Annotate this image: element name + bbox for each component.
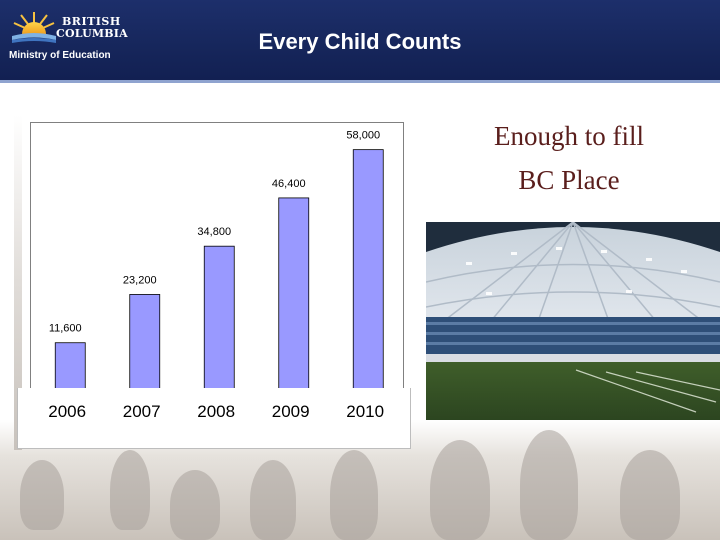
data-label-2007: 23,200	[123, 274, 157, 286]
background-person	[250, 460, 296, 540]
side-caption-line2: BC Place	[518, 165, 620, 195]
bar-2007	[129, 294, 161, 392]
bc-logo: BRITISH COLUMBIA Ministry of Education	[4, 4, 128, 76]
x-axis-labels: 2006 2007 2008 2009 2010	[17, 388, 411, 449]
bar-2006	[54, 342, 86, 392]
x-tick-label-2009: 2009	[271, 402, 310, 421]
bar-2008	[203, 245, 235, 392]
bar-2009	[278, 197, 310, 392]
x-tick-label-2010: 2010	[346, 402, 385, 421]
background-person	[620, 450, 680, 540]
side-caption-line1: Enough to fill	[494, 121, 644, 151]
slide-title: Every Child Counts	[258, 29, 462, 54]
background-person	[110, 450, 150, 530]
chart-area: 11,600 23,200 34,800 46,400 58,000	[30, 122, 404, 394]
background-person	[170, 470, 220, 540]
stadium-photo	[426, 222, 720, 420]
background-person	[330, 450, 378, 540]
data-label-2009: 46,400	[272, 178, 306, 190]
x-tick-label-2006: 2006	[48, 402, 87, 421]
background-person	[430, 440, 490, 540]
ministry-label: Ministry of Education	[9, 50, 111, 61]
stadium-image	[426, 222, 720, 420]
data-label-2010: 58,000	[346, 130, 380, 142]
background-person	[20, 460, 64, 530]
sun-icon	[12, 12, 56, 43]
data-label-2008: 34,800	[197, 226, 231, 238]
bar-chart: 11,600 23,200 34,800 46,400 58,000	[49, 130, 384, 392]
data-label-2006: 11,600	[49, 323, 82, 335]
background-person	[520, 430, 578, 540]
left-shade-strip	[14, 115, 22, 450]
x-tick-label-2007: 2007	[122, 402, 161, 421]
header-bar: BRITISH COLUMBIA Ministry of Education E…	[0, 0, 720, 83]
side-caption: Enough to fill BC Place	[458, 114, 680, 202]
bar-2010	[352, 149, 384, 392]
x-tick-label-2008: 2008	[197, 402, 236, 421]
logo-text-columbia: COLUMBIA	[56, 27, 128, 40]
logo-text-british: BRITISH	[62, 15, 121, 28]
